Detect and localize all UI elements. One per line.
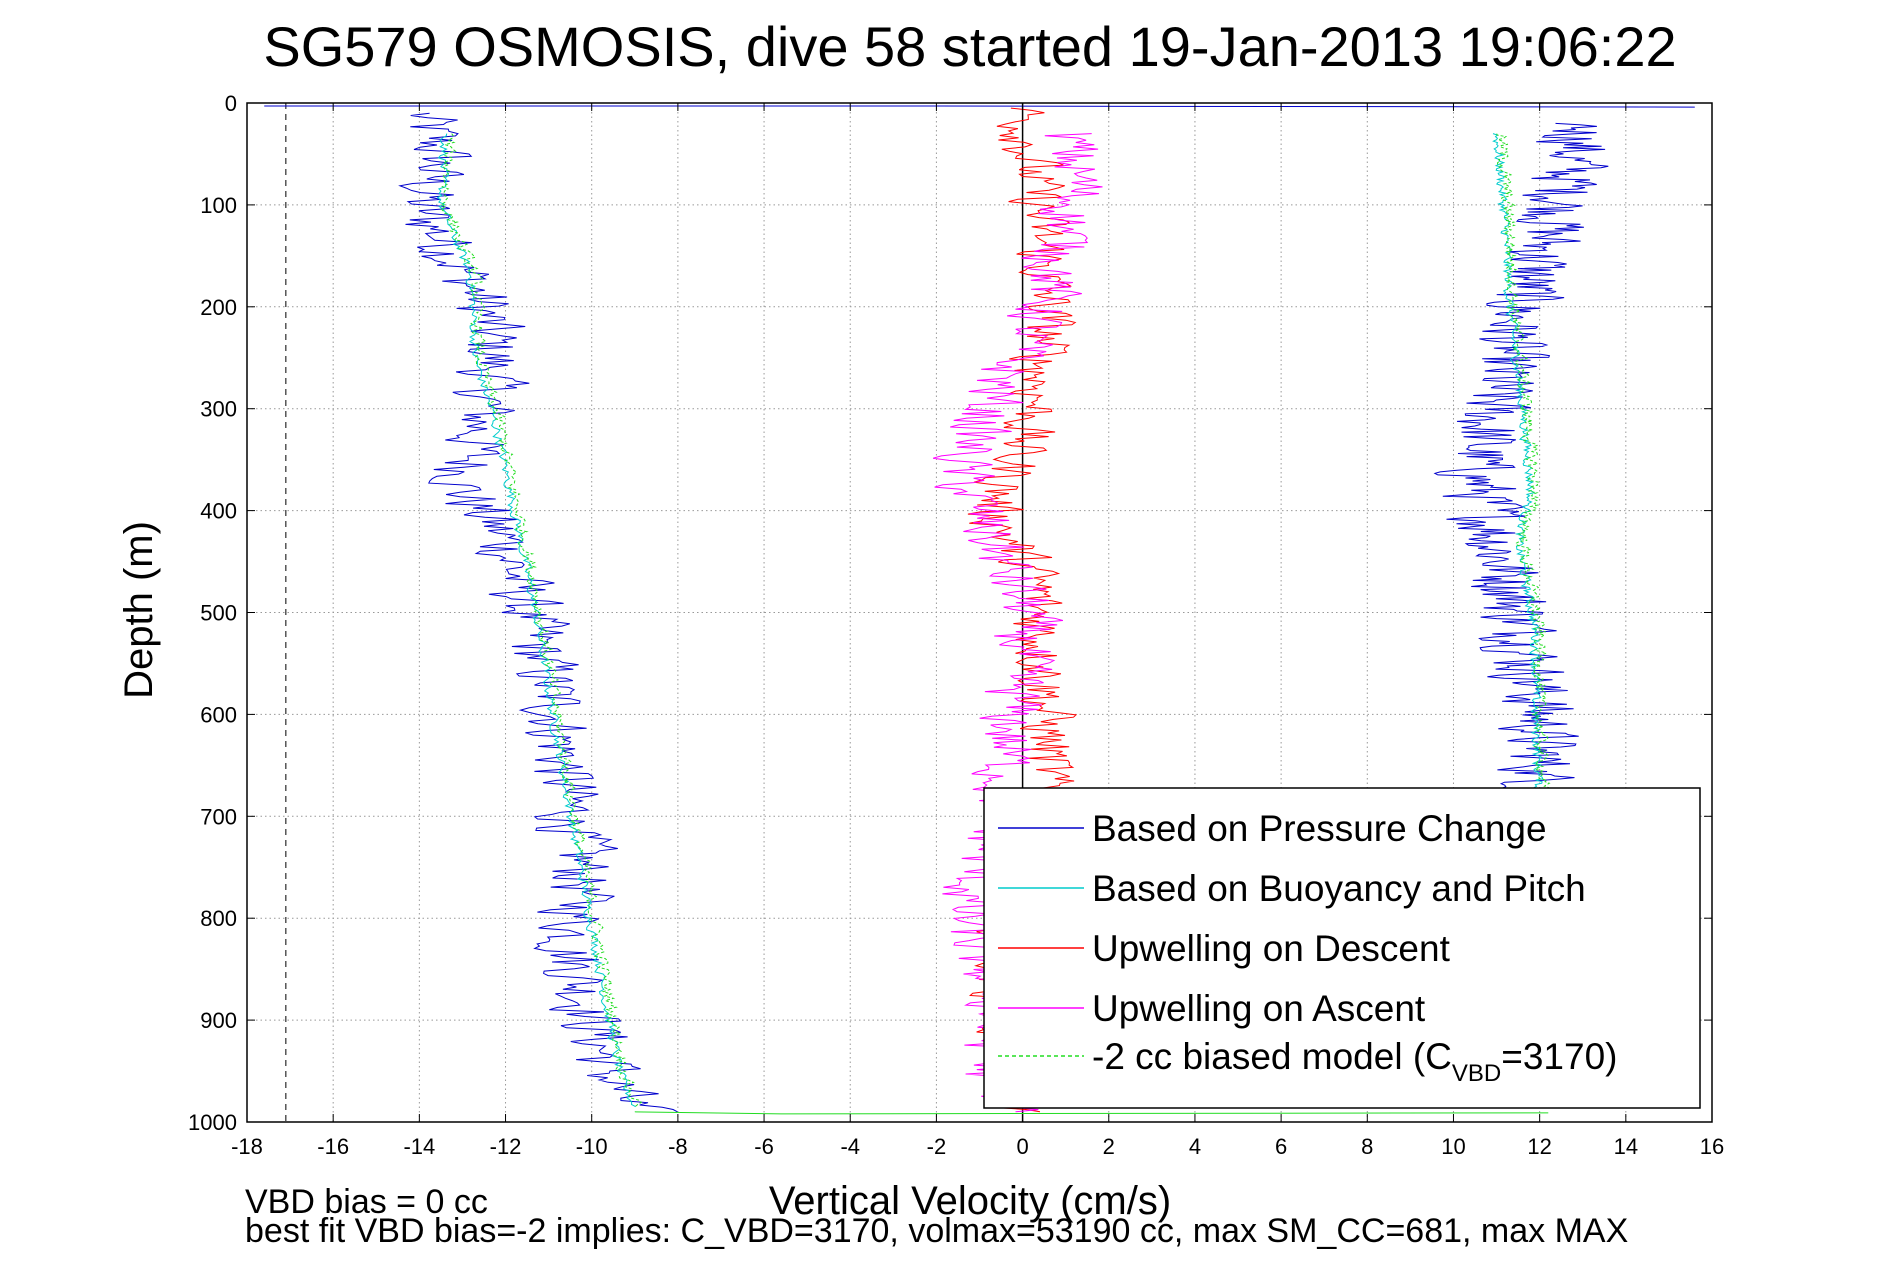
x-tick-label: 6 (1275, 1134, 1287, 1159)
x-tick-label: 2 (1103, 1134, 1115, 1159)
legend-label-subscript: VBD (1452, 1060, 1501, 1087)
y-tick-label: 600 (200, 702, 237, 727)
chart-title: SG579 OSMOSIS, dive 58 started 19-Jan-20… (263, 15, 1676, 78)
y-tick-label: 900 (200, 1008, 237, 1033)
legend-label: -2 cc biased model (CVBD=3170) (1092, 1036, 1617, 1087)
best-fit-annotation: best fit VBD bias=-2 implies: C_VBD=3170… (245, 1212, 1628, 1250)
y-axis: 0 100 200 300 400 500 600 700 800 900 1000 (188, 91, 1712, 1135)
x-tick-label: -14 (403, 1134, 435, 1159)
legend-label-text: Upwelling on Ascent (1092, 988, 1426, 1029)
series-1-ascent-line (1492, 133, 1545, 807)
x-axis: -18 -16 -14 -12 -10 -8 -6 -4 -2 0 2 4 6 8 10 12 14 16 (231, 103, 1724, 1159)
y-tick-label: 800 (200, 906, 237, 931)
grid (246, 102, 1713, 1123)
x-tick-label: -4 (840, 1134, 860, 1159)
x-tick-label: 10 (1441, 1134, 1465, 1159)
x-tick-label: -8 (668, 1134, 688, 1159)
y-tick-label: 100 (200, 193, 237, 218)
series-0-ascent-line (1433, 122, 1609, 797)
legend-label: Based on Buoyancy and Pitch (1092, 868, 1586, 909)
series-0-line (398, 112, 678, 1113)
x-tick-label: -18 (231, 1134, 263, 1159)
x-tick-label: 14 (1614, 1134, 1638, 1159)
x-tick-label: 8 (1361, 1134, 1373, 1159)
x-tick-label: -2 (927, 1134, 947, 1159)
legend-label-text: Based on Buoyancy and Pitch (1092, 868, 1586, 909)
vbd-bias-annotation: VBD bias = 0 cc (245, 1183, 488, 1221)
series-4-ascent-line (1496, 133, 1551, 807)
y-tick-label: 400 (200, 499, 237, 524)
x-tick-label: 0 (1016, 1134, 1028, 1159)
legend-label: Upwelling on Descent (1092, 928, 1451, 969)
legend-label-text: -2 cc biased model (C (1092, 1036, 1452, 1077)
series-1-line (436, 133, 636, 1108)
x-tick-label: 12 (1527, 1134, 1551, 1159)
x-tick-label: -10 (576, 1134, 608, 1159)
y-tick-label: 700 (200, 804, 237, 829)
legend-box (983, 787, 1701, 1109)
x-axis-label: Vertical Velocity (cm/s) (769, 1179, 1171, 1223)
x-tick-label: -6 (754, 1134, 774, 1159)
y-axis-label: Depth (m) (117, 521, 161, 699)
x-tick-label: 4 (1189, 1134, 1201, 1159)
x-tick-label: -12 (490, 1134, 522, 1159)
x-tick-label: 16 (1700, 1134, 1724, 1159)
y-tick-label: 0 (225, 91, 237, 116)
y-tick-label: 1000 (188, 1110, 237, 1135)
y-tick-label: 300 (200, 397, 237, 422)
bottom-transit-line (634, 1111, 1549, 1115)
x-tick-label: -16 (317, 1134, 349, 1159)
legend: Based on Pressure Change Based on Buoyanc… (983, 787, 1701, 1109)
legend-label-tail: =3170) (1501, 1036, 1617, 1077)
legend-label-text: Based on Pressure Change (1092, 808, 1547, 849)
y-tick-label: 500 (200, 601, 237, 626)
y-tick-label: 200 (200, 295, 237, 320)
legend-label-text: Upwelling on Descent (1092, 928, 1451, 969)
legend-label: Based on Pressure Change (1092, 808, 1547, 849)
legend-label: Upwelling on Ascent (1092, 988, 1426, 1029)
